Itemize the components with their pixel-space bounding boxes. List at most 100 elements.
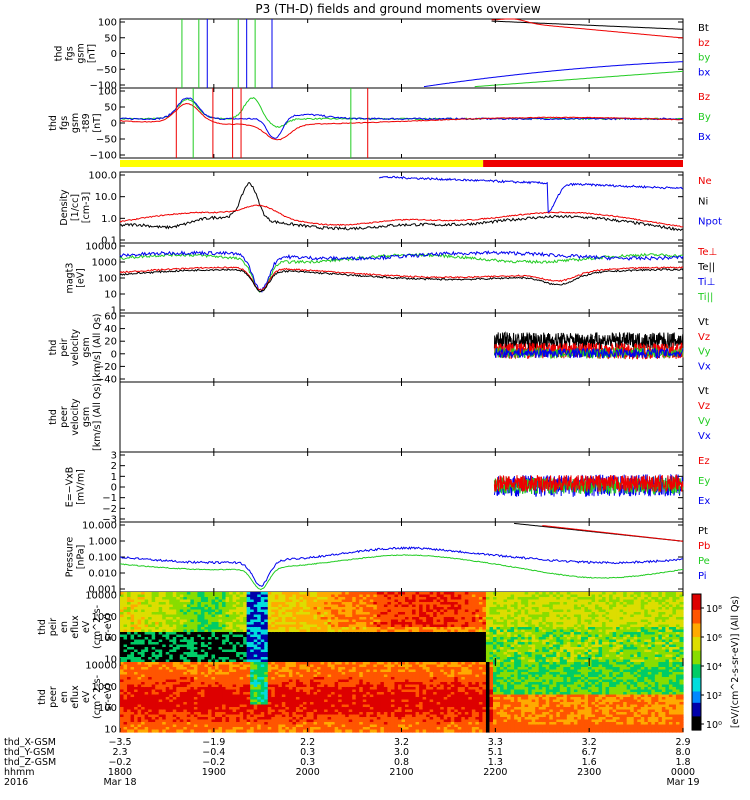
y-tick-label: −100 bbox=[90, 151, 117, 162]
y-tick-label: 1.000 bbox=[88, 537, 117, 548]
y-tick-label: −50 bbox=[96, 65, 117, 76]
y-tick-label: −1 bbox=[102, 493, 117, 504]
series-pb bbox=[542, 525, 684, 542]
y-axis-label: thd bbox=[37, 689, 48, 705]
y-tick-label: 3 bbox=[111, 451, 117, 462]
legend-Ez: Ez bbox=[698, 456, 710, 467]
colorbar-tick-label: 10⁴ bbox=[706, 662, 722, 673]
x-tick-label: 2000 bbox=[296, 767, 320, 778]
y-axis-label: -t89 bbox=[81, 113, 92, 132]
y-tick-label: 1000 bbox=[92, 258, 117, 269]
x-tick-label: 2100 bbox=[389, 767, 413, 778]
y-axis-label: gsm bbox=[81, 407, 92, 427]
x-tick-label: −0.4 bbox=[202, 747, 225, 758]
y-tick-label: 0 bbox=[111, 349, 117, 360]
y-axis-label: gsm bbox=[76, 43, 87, 63]
legend-Ne: Ne bbox=[698, 176, 712, 187]
y-axis-label: fgs bbox=[65, 46, 76, 60]
series-vx bbox=[493, 347, 684, 359]
y-axis-label: thd bbox=[37, 619, 48, 635]
series-pe bbox=[119, 554, 684, 591]
x-tick-label: 1.6 bbox=[582, 757, 597, 768]
x-tick-label: 2.3 bbox=[112, 747, 127, 758]
colorbar-tick-label: 10⁶ bbox=[706, 633, 722, 644]
series-te-para bbox=[119, 268, 684, 293]
y-axis-label: (cm^2-s- bbox=[92, 605, 103, 649]
y-tick-label: 0.100 bbox=[88, 553, 117, 564]
x-tick-label: 3.0 bbox=[394, 747, 409, 758]
y-tick-label: 1000 bbox=[92, 612, 117, 623]
series-pi bbox=[119, 546, 684, 588]
heatmap-peir bbox=[120, 592, 684, 663]
y-tick-label: 60 bbox=[104, 312, 117, 323]
legend-Vy: Vy bbox=[698, 416, 711, 427]
y-tick-label: 2 bbox=[111, 461, 117, 472]
y-tick-label: −50 bbox=[96, 135, 117, 146]
series-bz bbox=[491, 18, 684, 39]
colorbar-label: [eV/(cm^2-s-sr-eV)] (All Qs) bbox=[730, 596, 741, 728]
series-by-t89 bbox=[119, 96, 684, 128]
legend-Bx: Bx bbox=[698, 132, 711, 143]
y-axis-label: thd bbox=[48, 115, 59, 131]
y-tick-label: −100 bbox=[90, 81, 117, 92]
y-tick-label: 1 bbox=[111, 306, 117, 317]
x-tick-label: −3.5 bbox=[108, 737, 131, 748]
y-axis-label: [nT] bbox=[92, 113, 103, 132]
legend-Ex: Ex bbox=[698, 496, 710, 507]
y-axis-label: peir bbox=[59, 338, 70, 357]
y-axis-label: sr-eV) bbox=[103, 683, 114, 711]
colorbar-tick-label: 10⁸ bbox=[706, 604, 722, 615]
density-frame bbox=[119, 171, 684, 244]
y-tick-label: 100 bbox=[98, 18, 117, 29]
y-axis-label: [nT] bbox=[87, 44, 98, 63]
y-axis-label: [eV] bbox=[76, 268, 87, 288]
y-axis-label: thd bbox=[48, 340, 59, 356]
series-bz-t89 bbox=[119, 102, 684, 141]
y-tick-label: −3 bbox=[102, 515, 117, 526]
y-tick-label: 100 bbox=[98, 274, 117, 285]
y-tick-label: 0 bbox=[111, 483, 117, 494]
y-axis-label: [cm-3] bbox=[81, 192, 92, 223]
y-tick-label: 0.010 bbox=[88, 569, 117, 580]
legend-Te||: Te|| bbox=[697, 262, 715, 273]
peir_velocity-frame bbox=[119, 312, 684, 383]
y-tick-label: −40 bbox=[96, 375, 117, 386]
y-axis-label: thd bbox=[48, 409, 59, 425]
x-tick-label: 3.2 bbox=[394, 737, 409, 748]
y-tick-label: 10 bbox=[104, 725, 117, 736]
y-axis-label: en bbox=[59, 621, 70, 633]
legend-Pi: Pi bbox=[698, 571, 707, 582]
y-axis-label: [mV/m] bbox=[76, 469, 87, 505]
y-tick-label: 10000 bbox=[85, 661, 117, 672]
y-tick-label: 10 bbox=[104, 290, 117, 301]
y-axis-label: [km/s] (All Qs) bbox=[92, 383, 103, 451]
y-axis-label: Pressure bbox=[65, 537, 76, 578]
x-tick-label: 0.3 bbox=[300, 757, 315, 768]
y-axis-label: peer bbox=[59, 406, 70, 428]
y-tick-label: 100 bbox=[98, 633, 117, 644]
x-tick-label: 2300 bbox=[577, 767, 601, 778]
x-tick-label: 1800 bbox=[108, 767, 132, 778]
y-tick-label: 0.1 bbox=[101, 236, 117, 247]
series-npot bbox=[378, 175, 684, 214]
series-ni bbox=[119, 182, 684, 232]
x-tick-label: 0.3 bbox=[300, 747, 315, 758]
y-axis-label: eflux bbox=[70, 615, 81, 639]
y-tick-label: 1.0 bbox=[101, 214, 117, 225]
y-axis-label: fgs bbox=[59, 116, 70, 130]
x-tick-label: 0.8 bbox=[394, 757, 409, 768]
legend-bz: bz bbox=[698, 38, 710, 49]
legend-Vx: Vx bbox=[698, 361, 711, 372]
x-tick-label: 8.0 bbox=[675, 747, 690, 758]
x-tick-label: 1.8 bbox=[675, 757, 690, 768]
legend-Pt: Pt bbox=[698, 526, 708, 537]
fgs_gsm_t89-frame bbox=[119, 87, 684, 159]
x-tick-label: −0.2 bbox=[108, 757, 131, 768]
plot-title: P3 (TH-D) fields and ground moments over… bbox=[255, 2, 540, 16]
y-axis-label: sr-eV) bbox=[103, 613, 114, 641]
series-bx-t89 bbox=[119, 97, 684, 139]
colorbar-tick-label: 10⁰ bbox=[706, 720, 722, 731]
y-tick-label: 100 bbox=[98, 87, 117, 98]
